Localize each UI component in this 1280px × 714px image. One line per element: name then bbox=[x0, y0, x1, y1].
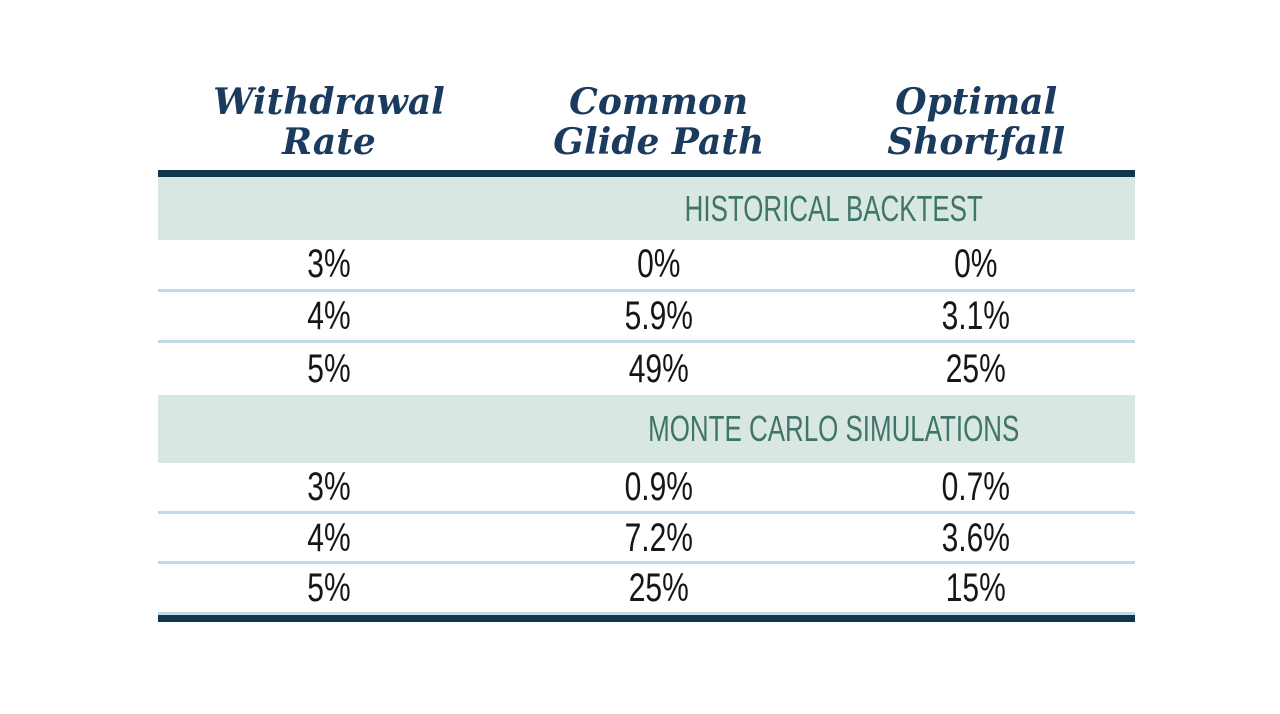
data-cell: 5.9% bbox=[624, 294, 693, 339]
data-cell: 0% bbox=[637, 242, 681, 287]
table-row: 3% 0% 0% bbox=[158, 240, 1135, 292]
section-historical-backtest: 3% 0% 0% 4% 5.9% 3.1% 5% 49% 25% bbox=[158, 240, 1135, 395]
table-row: 5% 49% 25% bbox=[158, 343, 1135, 395]
table-row: 3% 0.9% 0.7% bbox=[158, 463, 1135, 514]
table-row: 5% 25% 15% bbox=[158, 564, 1135, 616]
data-cell: 15% bbox=[946, 566, 1007, 611]
data-cell: 0.9% bbox=[624, 464, 693, 509]
data-cell: 7.2% bbox=[624, 515, 693, 560]
column-header-line: Common bbox=[569, 81, 749, 123]
section-title: MONTE CARLO SIMULATIONS bbox=[648, 408, 1020, 450]
data-cell: 5% bbox=[307, 347, 351, 392]
data-cell: 0% bbox=[954, 242, 998, 287]
section-title: HISTORICAL BACKTEST bbox=[684, 187, 983, 229]
column-header-optimal-shortfall: Optimal Shortfall bbox=[817, 82, 1135, 162]
data-cell: 4% bbox=[307, 515, 351, 560]
top-rule bbox=[158, 170, 1135, 177]
data-cell: 3% bbox=[307, 242, 351, 287]
section-band-monte-carlo-simulations: MONTE CARLO SIMULATIONS bbox=[158, 395, 1135, 464]
data-cell: 25% bbox=[628, 566, 689, 611]
data-cell: 0.7% bbox=[942, 464, 1011, 509]
column-header-line: Shortfall bbox=[887, 121, 1066, 163]
data-cell: 4% bbox=[307, 294, 351, 339]
section-monte-carlo-simulations: 3% 0.9% 0.7% 4% 7.2% 3.6% 5% 25% 15% bbox=[158, 463, 1135, 616]
column-header-line: Glide Path bbox=[553, 121, 765, 163]
bottom-rule bbox=[158, 615, 1135, 623]
data-cell: 25% bbox=[946, 347, 1007, 392]
column-header-line: Optimal bbox=[895, 81, 1058, 123]
data-cell: 3.6% bbox=[942, 515, 1011, 560]
column-header-line: Withdrawal bbox=[213, 81, 445, 123]
table-row: 4% 7.2% 3.6% bbox=[158, 514, 1135, 565]
column-header-withdrawal-rate: Withdrawal Rate bbox=[158, 82, 500, 162]
column-header-common-glide-path: Common Glide Path bbox=[500, 82, 818, 162]
results-table: Withdrawal Rate Common Glide Path Optima… bbox=[158, 82, 1135, 623]
table-row: 4% 5.9% 3.1% bbox=[158, 292, 1135, 344]
data-cell: 3.1% bbox=[942, 294, 1011, 339]
section-band-historical-backtest: HISTORICAL BACKTEST bbox=[158, 177, 1135, 240]
data-cell: 3% bbox=[307, 464, 351, 509]
data-cell: 5% bbox=[307, 566, 351, 611]
data-cell: 49% bbox=[628, 347, 689, 392]
table-header-row: Withdrawal Rate Common Glide Path Optima… bbox=[158, 82, 1135, 162]
column-header-line: Rate bbox=[282, 121, 376, 163]
